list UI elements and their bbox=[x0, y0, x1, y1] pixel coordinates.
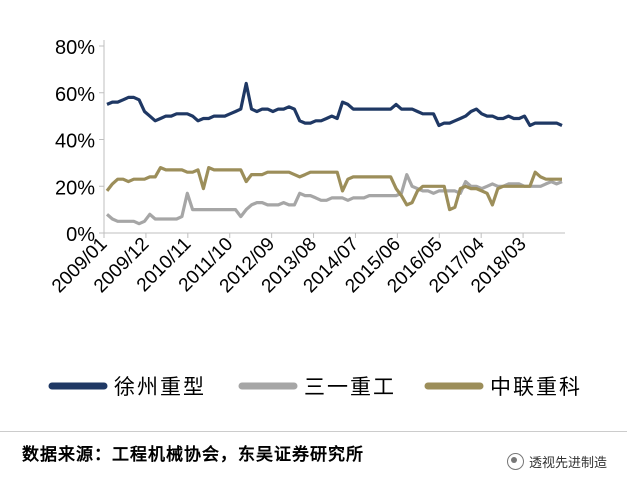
watermark: 透视先进制造 bbox=[506, 452, 607, 471]
line-chart: 0%20%40%60%80%2009/012009/122010/112011/… bbox=[48, 37, 582, 399]
data-source-label: 数据来源： bbox=[22, 445, 112, 465]
footer-divider bbox=[0, 431, 627, 432]
legend-label: 徐州重型 bbox=[114, 375, 206, 399]
watermark-text: 透视先进制造 bbox=[528, 456, 607, 471]
data-source-note: 数据来源：工程机械协会，东吴证券研究所 bbox=[22, 440, 364, 465]
y-tick-label: 0% bbox=[66, 224, 95, 246]
legend-label: 中联重科 bbox=[490, 375, 582, 399]
series-line bbox=[106, 81, 563, 128]
legend-label: 三一重工 bbox=[304, 375, 396, 399]
y-tick-label: 80% bbox=[55, 37, 95, 59]
series-line bbox=[105, 173, 563, 226]
data-source-text: 工程机械协会，东吴证券研究所 bbox=[112, 445, 364, 465]
wechat-icon bbox=[506, 453, 524, 470]
y-tick-label: 40% bbox=[55, 131, 95, 153]
y-tick-label: 20% bbox=[55, 177, 95, 199]
y-tick-label: 60% bbox=[55, 84, 95, 106]
series-line bbox=[105, 166, 562, 212]
